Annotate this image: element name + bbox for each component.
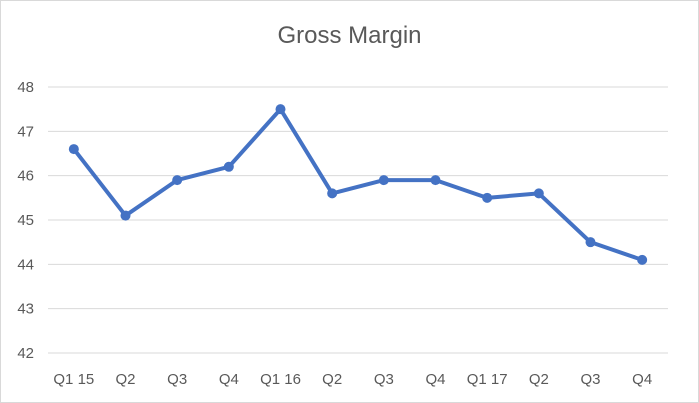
data-point [275,104,286,115]
data-point [533,188,544,199]
y-tick-label: 47 [17,123,34,140]
x-tick-label: Q2 [115,371,135,388]
x-tick-label: Q1 15 [53,371,94,388]
x-tick-label: Q2 [529,371,549,388]
x-tick-label: Q2 [322,371,342,388]
data-point [378,175,389,186]
x-tick-label: Q4 [219,371,239,388]
data-point [223,161,234,172]
x-tick-label: Q4 [425,371,445,388]
x-tick-label: Q1 16 [260,371,301,388]
x-tick-label: Q3 [167,371,187,388]
y-tick-label: 48 [17,79,34,96]
x-tick-label: Q3 [580,371,600,388]
data-point [172,175,183,186]
x-tick-label: Q1 17 [467,371,508,388]
data-point [637,254,648,265]
y-tick-label: 43 [17,301,34,318]
data-point [120,210,131,221]
x-tick-label: Q3 [374,371,394,388]
data-point [585,237,596,248]
data-point [327,188,338,199]
series-line [71,107,645,262]
x-tick-label: Q4 [632,371,652,388]
y-tick-label: 46 [17,168,34,185]
data-point [482,192,493,203]
y-tick-label: 45 [17,212,34,229]
y-tick-label: 42 [17,345,34,362]
data-point [430,175,441,186]
chart-title: Gross Margin [277,22,422,49]
data-point [68,144,79,155]
y-tick-label: 44 [17,256,34,273]
